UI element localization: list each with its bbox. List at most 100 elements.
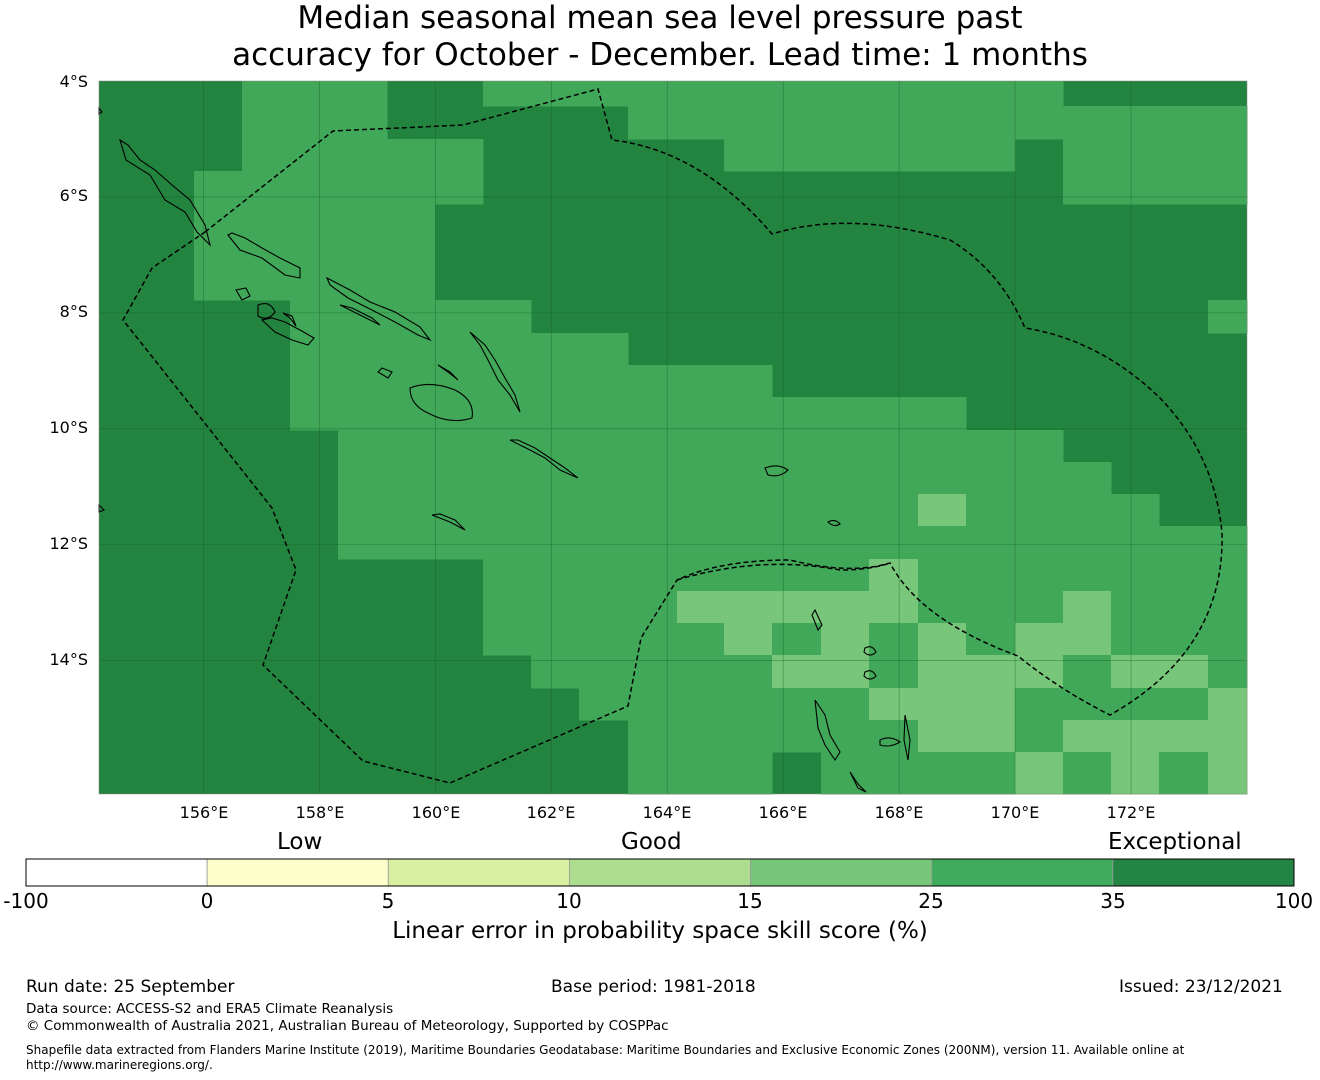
skill-cell — [966, 81, 1016, 107]
skill-cell — [242, 204, 291, 237]
skill-cell — [531, 333, 580, 366]
skill-cell — [1063, 106, 1112, 140]
skill-cell — [821, 462, 870, 495]
skill-cell — [1208, 752, 1248, 795]
skill-cell — [918, 81, 967, 107]
colorbar-tick: 0 — [200, 889, 214, 913]
skill-cell — [387, 365, 436, 398]
lat-label-12s: 12°S — [49, 534, 88, 553]
skill-cell — [290, 365, 339, 398]
skill-cell — [772, 526, 822, 560]
skill-cell — [628, 752, 678, 795]
skill-cell — [483, 494, 532, 527]
island-outlines — [98, 106, 911, 793]
skill-cell — [628, 106, 678, 140]
lon-label-160e: 160°E — [411, 803, 461, 822]
skill-cell — [1208, 720, 1248, 753]
skill-cell — [483, 81, 532, 107]
skill-cell — [435, 526, 484, 560]
colorbar-segment — [1112, 858, 1295, 887]
skill-cell — [579, 81, 629, 107]
skill-cell — [1111, 171, 1160, 205]
skill-cell — [290, 139, 339, 172]
skill-cell — [724, 623, 773, 656]
skill-cell — [918, 139, 967, 172]
run-date: Run date: 25 September — [26, 977, 235, 997]
skill-cell — [628, 397, 678, 431]
skill-cell — [821, 397, 870, 431]
skill-cell — [1063, 688, 1112, 721]
skill-cell — [869, 81, 919, 107]
skill-cell — [869, 559, 919, 592]
skill-cell — [531, 591, 580, 624]
skill-cell — [724, 752, 773, 795]
skill-cell — [387, 236, 436, 269]
skill-cell — [1159, 106, 1209, 140]
skill-cell — [772, 591, 822, 624]
skill-cell — [724, 526, 773, 560]
skill-cell — [1208, 688, 1248, 721]
skill-cell — [290, 81, 339, 107]
colorbar-segment — [25, 858, 208, 887]
skill-cell — [1063, 591, 1112, 624]
skill-cell — [194, 236, 243, 269]
issued-date: Issued: 23/12/2021 — [1119, 977, 1283, 997]
skill-cell — [677, 591, 725, 624]
skill-cell — [628, 591, 678, 624]
skill-cell — [724, 462, 773, 495]
skill-cell — [1063, 171, 1112, 205]
skill-cell — [724, 365, 773, 398]
lat-label-14s: 14°S — [49, 650, 88, 669]
skill-cell — [772, 106, 822, 140]
skill-cell — [194, 204, 243, 237]
skill-cell — [1159, 688, 1209, 721]
skill-cell — [677, 397, 725, 431]
skill-cell — [1111, 526, 1160, 560]
skill-cell — [338, 106, 388, 140]
skill-cell — [387, 430, 436, 463]
skill-cell — [1111, 752, 1160, 795]
skill-cell — [483, 462, 532, 495]
skill-cell — [821, 559, 870, 592]
skill-cell — [677, 526, 725, 560]
skill-cell — [1159, 139, 1209, 172]
skill-cell — [1111, 688, 1160, 721]
skill-cell — [1111, 623, 1160, 656]
skill-cell — [821, 655, 870, 689]
skill-cell — [677, 462, 725, 495]
skill-cell — [290, 300, 339, 334]
skill-cell — [242, 171, 291, 205]
skill-cell — [772, 655, 822, 689]
skill-cell — [579, 397, 629, 431]
skill-cell — [531, 526, 580, 560]
skill-cell — [531, 81, 580, 107]
skill-cell — [242, 139, 291, 172]
skill-cell — [821, 623, 870, 656]
skill-cell — [677, 688, 725, 721]
skill-cell — [1159, 526, 1209, 560]
skill-cell — [1111, 106, 1160, 140]
skill-cell — [628, 462, 678, 495]
skill-cell — [821, 591, 870, 624]
skill-cell — [772, 462, 822, 495]
skill-cell — [1063, 752, 1112, 795]
lon-label-156e: 156°E — [179, 803, 229, 822]
skill-cell — [290, 236, 339, 269]
skill-cell — [918, 655, 967, 689]
skill-cell — [821, 430, 870, 463]
skill-cell — [628, 623, 678, 656]
skill-cell — [579, 655, 629, 689]
skill-cell — [1015, 688, 1064, 721]
skill-cell — [1063, 623, 1112, 656]
category-low: Low — [277, 829, 323, 855]
skill-cell — [918, 397, 967, 431]
map-panel — [98, 80, 1248, 795]
skill-cell — [966, 494, 1016, 527]
skill-cell — [918, 106, 967, 140]
skill-cell — [869, 688, 919, 721]
skill-cell — [338, 397, 388, 431]
skill-cell — [531, 559, 580, 592]
skill-cell — [677, 559, 725, 592]
skill-cell — [1111, 559, 1160, 592]
lon-label-158e: 158°E — [295, 803, 345, 822]
